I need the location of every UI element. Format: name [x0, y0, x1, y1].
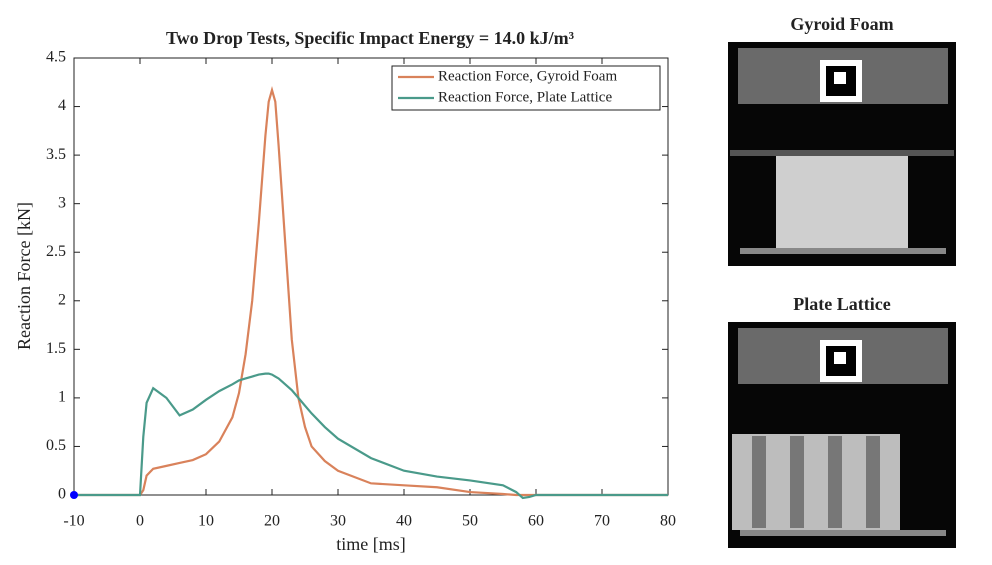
highlight-point: [70, 491, 78, 499]
legend-box: [391, 65, 661, 111]
x-tick-label: -10: [63, 513, 84, 530]
y-tick-label: 0: [58, 486, 66, 503]
x-tick-label: 20: [264, 513, 280, 530]
y-tick-label: 4.5: [46, 49, 66, 66]
y-tick-label: 3: [58, 194, 66, 211]
photo: [728, 322, 956, 548]
series-line: [74, 86, 668, 497]
series-line: [74, 372, 668, 500]
x-tick-label: 50: [462, 513, 478, 530]
legend-label: Reaction Force, Gyroid Foam: [438, 68, 617, 84]
x-tick-label: 0: [136, 513, 144, 530]
y-tick-label: 4: [58, 97, 66, 114]
y-tick-label: 2.5: [46, 243, 66, 260]
x-tick-label: 70: [594, 513, 610, 530]
panel-title: Plate Lattice: [793, 294, 890, 314]
panel-title: Gyroid Foam: [790, 14, 893, 34]
x-tick-label: 30: [330, 513, 346, 530]
y-tick-label: 1: [58, 389, 66, 406]
y-tick-label: 0.5: [46, 437, 66, 454]
x-tick-label: 10: [198, 513, 214, 530]
y-tick-label: 3.5: [46, 146, 66, 163]
plot-frame: [73, 57, 669, 496]
x-tick-label: 60: [528, 513, 544, 530]
photo: [728, 42, 956, 266]
x-axis-label: time [ms]: [336, 534, 406, 554]
x-tick-label: 80: [660, 513, 676, 530]
y-tick-label: 1.5: [46, 340, 66, 357]
y-axis-label: Reaction Force [kN]: [14, 202, 34, 350]
chart-title: Two Drop Tests, Specific Impact Energy =…: [166, 28, 575, 48]
legend-label: Reaction Force, Plate Lattice: [438, 89, 612, 105]
x-tick-label: 40: [396, 513, 412, 530]
y-tick-label: 2: [58, 291, 66, 308]
